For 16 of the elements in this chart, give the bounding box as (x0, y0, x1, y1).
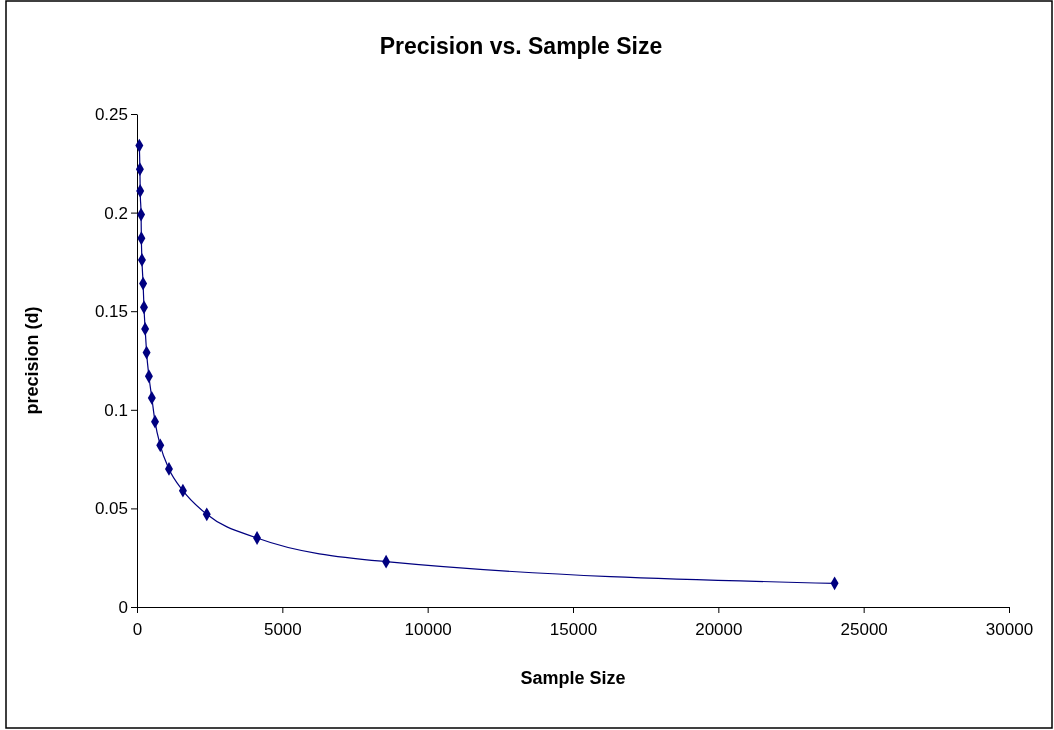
y-tick-label: 0.05 (94, 499, 128, 519)
y-tick-label: 0.2 (104, 203, 128, 223)
y-tick-label: 0.1 (104, 400, 128, 420)
y-axis-title: precision (d) (22, 306, 42, 415)
y-tick-label: 0.15 (94, 302, 128, 322)
x-tick-label: 15000 (549, 619, 598, 639)
x-tick-label: 30000 (985, 619, 1034, 639)
chart-title: Precision vs. Sample Size (379, 33, 663, 59)
x-tick-label: 20000 (695, 619, 743, 639)
y-tick-label: 0.25 (94, 104, 128, 124)
x-tick-label: 25000 (840, 619, 888, 639)
x-tick-label: 5000 (263, 619, 302, 639)
x-axis-title: Sample Size (520, 668, 626, 688)
y-tick-label: 0 (118, 597, 128, 617)
x-tick-label: 10000 (404, 619, 452, 639)
x-tick-label: 0 (132, 619, 143, 639)
